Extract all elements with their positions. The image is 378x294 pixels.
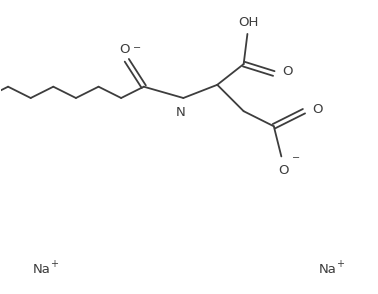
Text: OH: OH <box>238 16 259 29</box>
Text: N: N <box>175 106 185 119</box>
Text: O: O <box>312 103 323 116</box>
Text: Na: Na <box>319 263 337 276</box>
Text: −: − <box>133 43 141 53</box>
Text: −: − <box>291 153 300 163</box>
Text: +: + <box>50 259 58 269</box>
Text: O: O <box>278 164 288 177</box>
Text: O: O <box>120 43 130 56</box>
Text: Na: Na <box>33 263 50 276</box>
Text: +: + <box>336 259 344 269</box>
Text: O: O <box>282 65 293 78</box>
